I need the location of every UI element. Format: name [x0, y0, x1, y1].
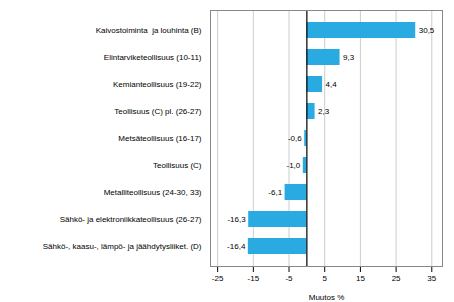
- svg-text:15: 15: [356, 274, 365, 283]
- svg-text:Sähkö-, kaasu-, lämpö- ja jääh: Sähkö-, kaasu-, lämpö- ja jäähdytysliike…: [43, 242, 202, 251]
- svg-text:9,3: 9,3: [343, 53, 355, 62]
- svg-text:Teollisuus (C) pl. (26-27): Teollisuus (C) pl. (26-27): [114, 107, 201, 116]
- svg-text:Kemianteollisuus (19-22): Kemianteollisuus (19-22): [113, 80, 202, 89]
- svg-text:-25: -25: [212, 274, 224, 283]
- svg-text:Elintarviketeollisuus (10-11): Elintarviketeollisuus (10-11): [104, 53, 202, 62]
- svg-text:-16,4: -16,4: [227, 242, 246, 251]
- svg-text:-1,0: -1,0: [287, 161, 301, 170]
- svg-text:-16,3: -16,3: [227, 215, 246, 224]
- svg-text:Teollisuus (C): Teollisuus (C): [153, 161, 202, 170]
- svg-text:25: 25: [392, 274, 401, 283]
- svg-text:35: 35: [427, 274, 436, 283]
- svg-text:-15: -15: [248, 274, 260, 283]
- svg-text:4,4: 4,4: [326, 80, 338, 89]
- svg-text:2,3: 2,3: [318, 107, 330, 116]
- svg-text:Kaivostoiminta ja louhinta (B: Kaivostoiminta ja louhinta (B): [96, 26, 202, 35]
- svg-text:-5: -5: [285, 274, 293, 283]
- svg-text:5: 5: [322, 274, 327, 283]
- svg-text:Metalliteollisuus (24-30, 33): Metalliteollisuus (24-30, 33): [104, 188, 202, 197]
- svg-text:30,5: 30,5: [419, 26, 435, 35]
- svg-text:Sähkö- ja elektroniikkateollis: Sähkö- ja elektroniikkateollisuus (26-27…: [60, 215, 202, 224]
- svg-text:-0,6: -0,6: [288, 134, 302, 143]
- svg-text:Muutos %: Muutos %: [309, 293, 345, 302]
- svg-text:Metsäteollisuus (16-17): Metsäteollisuus (16-17): [118, 134, 201, 143]
- svg-text:-6,1: -6,1: [268, 188, 282, 197]
